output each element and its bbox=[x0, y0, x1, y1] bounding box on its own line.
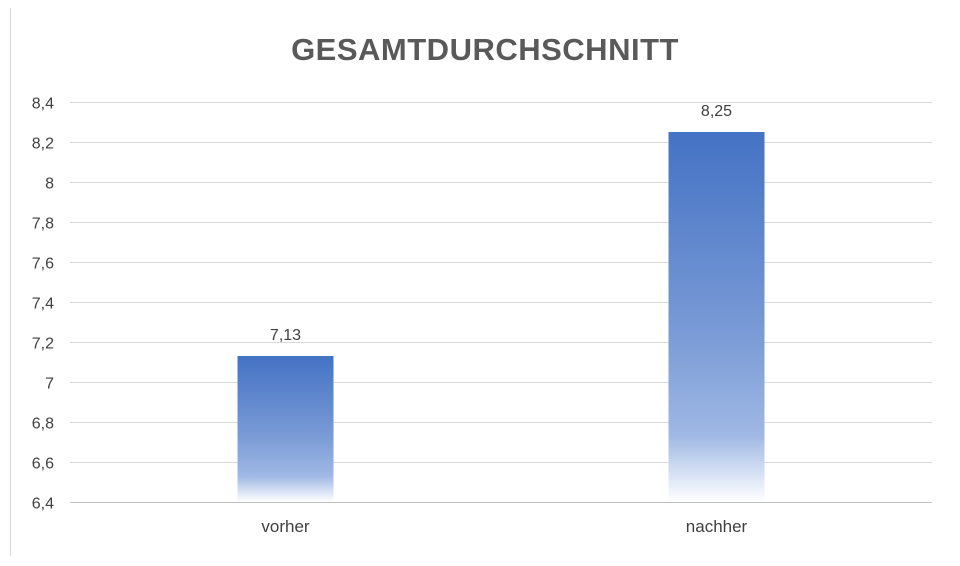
y-tick-label: 7,6 bbox=[32, 256, 54, 273]
bars bbox=[237, 132, 765, 502]
y-tick-label: 6,8 bbox=[32, 416, 54, 433]
x-category-label: vorher bbox=[261, 517, 310, 536]
x-axis-categories: vorher nachher bbox=[261, 517, 747, 536]
gridlines bbox=[70, 102, 932, 503]
y-tick-label: 7,8 bbox=[32, 216, 54, 233]
x-category-label: nachher bbox=[686, 517, 748, 536]
data-label-nachher: 8,25 bbox=[701, 103, 732, 120]
y-axis-ticks: 6,4 6,6 6,8 7 7,2 7,4 7,6 7,8 8 8,2 8,4 bbox=[32, 96, 54, 513]
data-label-vorher: 7,13 bbox=[270, 327, 301, 344]
y-tick-label: 8,4 bbox=[32, 96, 54, 113]
y-tick-label: 8,2 bbox=[32, 136, 54, 153]
y-tick-label: 6,4 bbox=[32, 496, 54, 513]
y-tick-label: 8 bbox=[45, 176, 54, 193]
y-tick-label: 6,6 bbox=[32, 456, 54, 473]
y-tick-label: 7,2 bbox=[32, 336, 54, 353]
data-labels: 7,13 8,25 bbox=[270, 103, 732, 344]
bar-vorher bbox=[237, 356, 334, 502]
chart-title: GESAMTDURCHSCHNITT bbox=[291, 32, 679, 67]
chart-frame bbox=[10, 8, 958, 556]
bar-nachher bbox=[668, 132, 765, 502]
y-tick-label: 7,4 bbox=[32, 296, 54, 313]
y-tick-label: 7 bbox=[45, 376, 54, 393]
